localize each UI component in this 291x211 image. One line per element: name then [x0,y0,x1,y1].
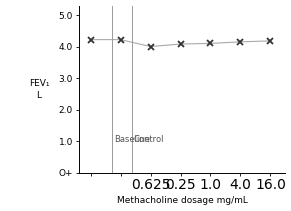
Text: Baseline: Baseline [114,135,150,144]
X-axis label: Methacholine dosage mg/mL: Methacholine dosage mg/mL [117,196,247,206]
Text: Control: Control [134,135,164,144]
Y-axis label: FEV₁
L: FEV₁ L [29,79,49,100]
